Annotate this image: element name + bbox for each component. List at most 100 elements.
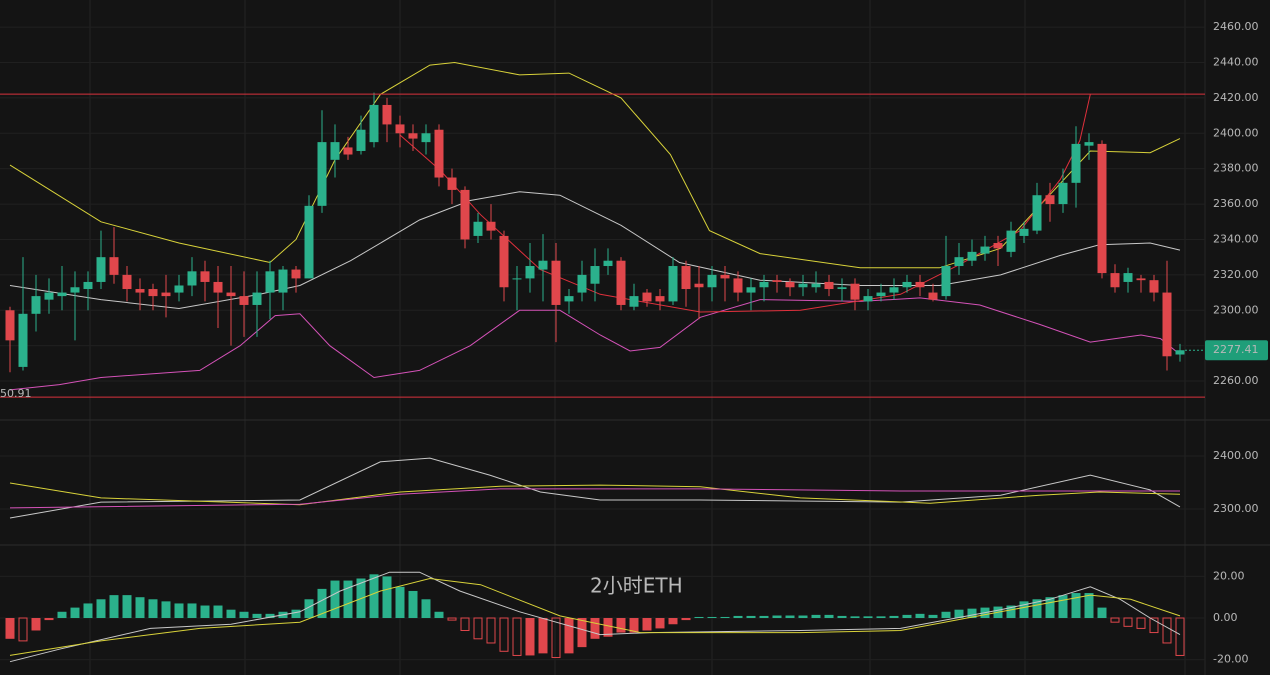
macd-bar <box>720 616 730 619</box>
macd-bar <box>577 618 587 648</box>
macd-bar <box>148 599 158 619</box>
macd-bar <box>187 603 197 619</box>
macd-bar <box>1058 595 1068 619</box>
candle-body <box>798 283 808 288</box>
candle-body <box>525 266 535 279</box>
macd-bar <box>538 618 548 654</box>
macd-bar <box>83 603 93 619</box>
macd-bar <box>876 616 886 619</box>
candle-body <box>70 287 80 293</box>
candle-body <box>135 289 145 293</box>
candle-body <box>83 281 93 290</box>
y-tick-label: 2300.00 <box>1213 303 1259 316</box>
candle-body <box>512 278 522 280</box>
candle-body <box>733 278 743 293</box>
candle-body <box>148 289 158 297</box>
candle-body <box>1175 350 1185 355</box>
candle-body <box>252 292 262 305</box>
candle-body <box>850 283 860 300</box>
candle-body <box>460 189 470 240</box>
macd-bar <box>629 618 639 633</box>
candle-body <box>720 274 730 279</box>
candle-body <box>785 281 795 288</box>
candle-body <box>18 313 28 367</box>
macd-bar <box>1162 617 1172 644</box>
macd-bar <box>811 614 821 619</box>
macd-bar <box>18 617 28 642</box>
macd-bar <box>733 615 743 619</box>
macd-bar <box>967 608 977 619</box>
y-tick-label: 20.00 <box>1213 569 1245 582</box>
macd-bar <box>707 616 717 619</box>
candle-body <box>772 280 782 282</box>
indicator-line <box>9 488 1180 509</box>
y-tick-label: 2340.00 <box>1213 232 1259 245</box>
candle-body <box>551 260 561 305</box>
candle-body <box>1084 142 1094 146</box>
indicator-line <box>9 457 1181 519</box>
macd-bar <box>499 617 509 652</box>
macd-bar <box>525 618 535 656</box>
candle-body <box>408 133 418 139</box>
vertical-grid <box>89 0 1186 675</box>
indicator-line <box>399 94 1091 313</box>
candle-body <box>5 310 15 341</box>
macd-bar <box>343 580 353 619</box>
candle-body <box>447 177 457 190</box>
macd-bar <box>772 615 782 619</box>
indicator-line <box>9 61 1181 269</box>
macd-bar <box>746 615 756 619</box>
candle-body <box>369 104 379 143</box>
candle-body <box>109 257 119 275</box>
candle-body <box>31 296 41 314</box>
indicator-line <box>9 571 1181 663</box>
candle-body <box>122 274 132 290</box>
macd-bar <box>408 590 418 619</box>
macd-bar <box>1136 617 1146 629</box>
macd-bar <box>213 605 223 619</box>
candle-body <box>434 129 444 178</box>
macd-bar <box>694 616 704 619</box>
candle-body <box>57 292 67 297</box>
y-tick-label: 0.00 <box>1213 611 1238 624</box>
macd-bar <box>551 617 561 659</box>
candle-body <box>616 260 626 305</box>
candle-body <box>486 221 496 231</box>
last-price-tag <box>1205 340 1268 361</box>
macd-bar <box>109 595 119 619</box>
macd-bar <box>642 618 652 631</box>
macd-bar <box>122 595 132 619</box>
macd-bar <box>161 601 171 619</box>
macd-bar <box>668 618 678 625</box>
indicator-line <box>9 577 1181 656</box>
candle-body <box>863 296 873 302</box>
macd-bar <box>1149 617 1159 634</box>
y-tick-label: 2320.00 <box>1213 268 1259 281</box>
macd-bar <box>252 613 262 619</box>
macd-bar <box>1071 593 1081 619</box>
candle-body <box>44 292 54 300</box>
macd-bar <box>889 615 899 619</box>
candle-body <box>291 269 301 279</box>
candle-body <box>642 292 652 302</box>
candle-body <box>1110 273 1120 288</box>
macd-bar <box>759 615 769 619</box>
macd-bar <box>1084 593 1094 619</box>
macd-bar <box>5 618 15 639</box>
macd-bar <box>564 618 574 654</box>
macd-bar <box>434 611 444 619</box>
macd-bar <box>473 617 483 640</box>
candle-body <box>629 296 639 307</box>
y-tick-label: 2360.00 <box>1213 197 1259 210</box>
candle-body <box>538 260 548 270</box>
candle-body <box>967 251 977 261</box>
macd-bar <box>798 615 808 619</box>
candle-body <box>187 271 197 286</box>
candle-body <box>1058 182 1068 205</box>
macd-bar <box>174 603 184 619</box>
macd-bar <box>44 618 54 621</box>
macd-bar <box>226 609 236 619</box>
macd-bar <box>369 574 379 619</box>
macd-bar <box>421 599 431 619</box>
